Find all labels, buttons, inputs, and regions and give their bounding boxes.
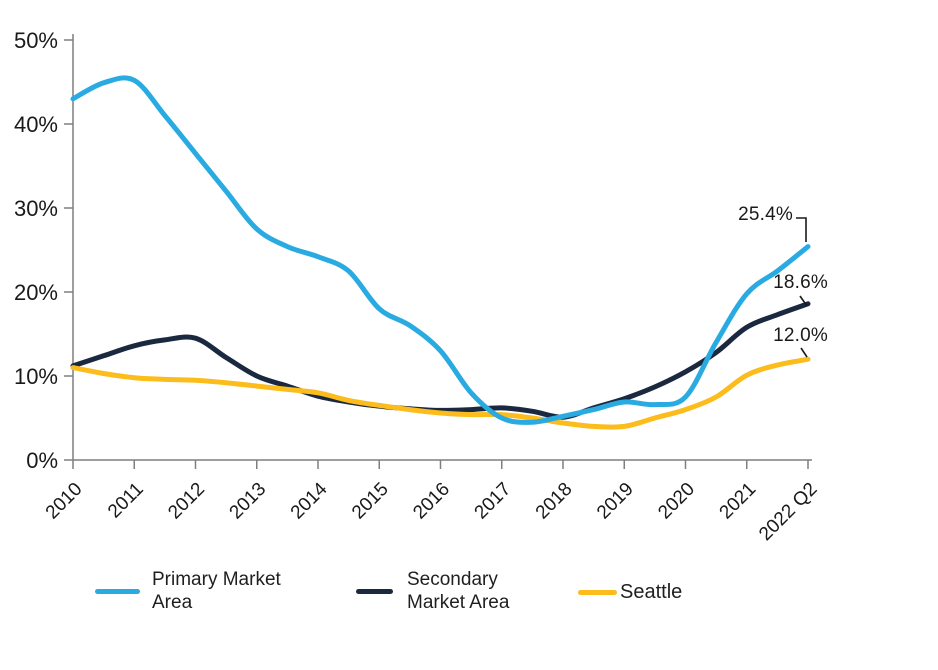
axes	[64, 34, 812, 469]
series-lines	[70, 75, 811, 430]
legend-label-line: Market Area	[407, 592, 510, 614]
x-tick-label: 2018	[532, 479, 577, 524]
x-tick-label: 2019	[593, 479, 638, 524]
callout-lines	[796, 217, 808, 358]
y-tick-label: 30%	[14, 196, 58, 221]
x-tick-label: 2010	[42, 479, 87, 524]
legend-item-secondary-market-area: Secondary Market Area	[356, 568, 509, 614]
end-label-secondary: 18.6%	[773, 272, 828, 293]
callout-line-seattle	[800, 347, 808, 358]
x-tick-label: 2011	[104, 479, 148, 523]
y-tick-label: 10%	[14, 364, 58, 389]
y-tick-label: 40%	[14, 112, 58, 137]
x-tick-label: 2013	[226, 479, 271, 524]
legend-swatch-secondary-market-area	[356, 588, 393, 594]
x-tick-label: 2022 Q2	[755, 479, 821, 545]
x-tick-label: 2014	[287, 478, 332, 523]
callout-line-secondary	[799, 295, 808, 307]
legend-label-primary-market-area: Primary Market Area	[152, 568, 281, 614]
legend-label-line: Seattle	[620, 581, 683, 603]
x-tick-label: 2012	[164, 479, 209, 524]
legend-item-seattle: Seattle	[578, 580, 682, 604]
y-tick-label: 0%	[26, 448, 58, 473]
x-tick-label: 2015	[348, 479, 393, 524]
axis-spines	[72, 34, 812, 461]
legend-label-seattle: Seattle	[620, 580, 682, 604]
series-line-seattle	[70, 356, 811, 430]
legend-swatch-seattle	[578, 589, 617, 595]
legend: Primary Market Area Secondary Market Are…	[0, 560, 938, 630]
legend-label-secondary-market-area: Secondary Market Area	[407, 568, 509, 614]
end-label-seattle: 12.0%	[773, 325, 828, 346]
legend-label-line: Area	[152, 592, 193, 614]
legend-label-line: Primary Market	[152, 569, 281, 590]
x-tick-label: 2020	[654, 479, 699, 524]
legend-label-line: Secondary	[407, 569, 498, 590]
callout-line-primary	[796, 217, 807, 242]
legend-swatch-primary-market-area	[95, 588, 140, 594]
legend-item-primary-market-area: Primary Market Area	[95, 568, 281, 614]
end-label-primary: 25.4%	[738, 204, 793, 225]
x-tick-label: 2017	[471, 479, 516, 524]
y-tick-label: 50%	[14, 28, 58, 53]
x-tick-label: 2016	[409, 479, 454, 524]
y-tick-label: 20%	[14, 280, 58, 305]
x-tick-label: 2021	[716, 479, 761, 524]
series-line-secondary-market-area	[70, 301, 811, 420]
series-line-primary-market-area	[70, 75, 811, 425]
tick-labels: 0% 10% 20% 30% 40% 50% 2010 2011 2012 2013 2014 201…	[14, 28, 822, 545]
